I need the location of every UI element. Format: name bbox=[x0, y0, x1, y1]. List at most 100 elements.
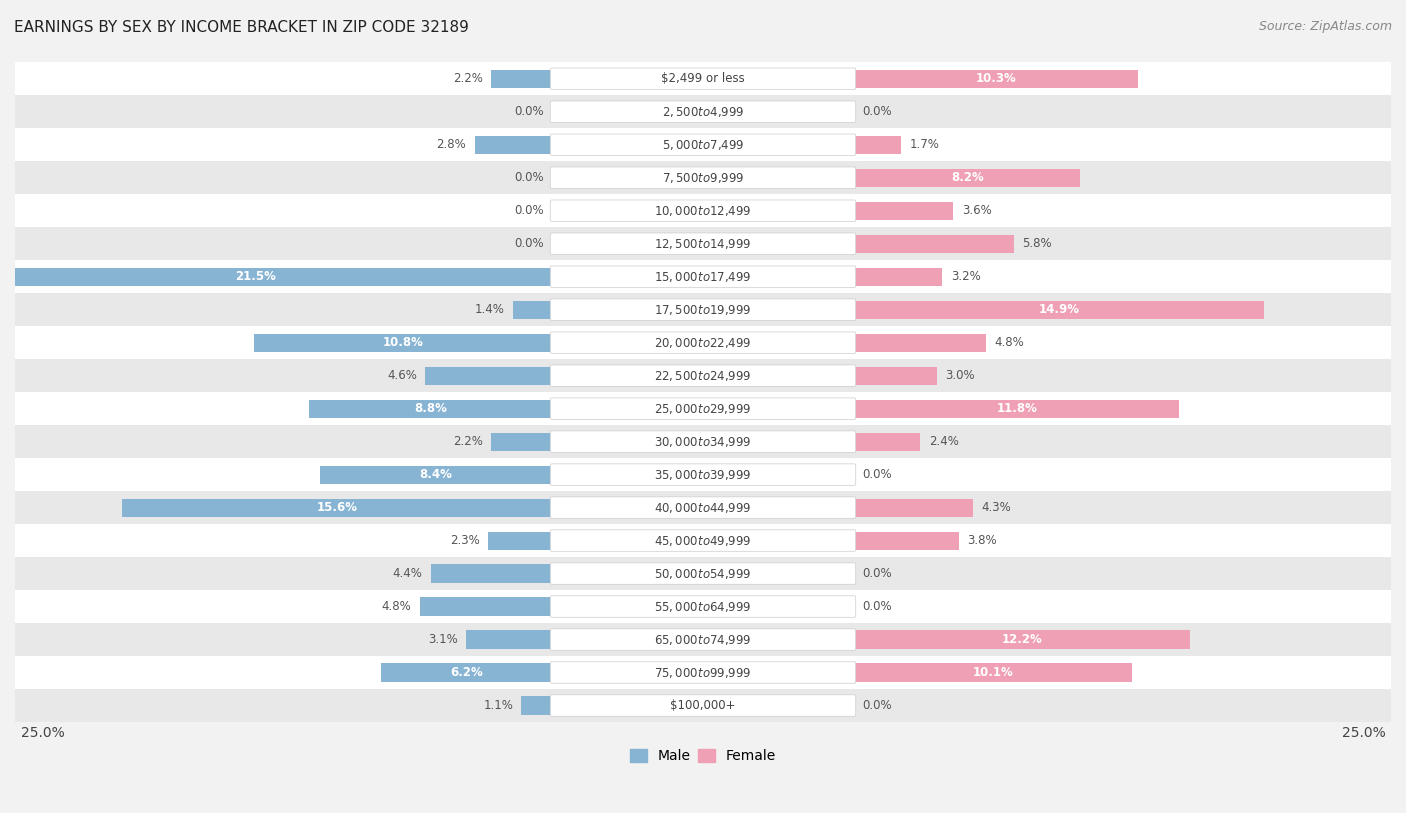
Bar bbox=[855, 433, 921, 450]
Bar bbox=[15, 656, 1391, 689]
Text: $22,500 to $24,999: $22,500 to $24,999 bbox=[654, 368, 752, 383]
Text: 21.5%: 21.5% bbox=[235, 270, 276, 283]
Text: $10,000 to $12,499: $10,000 to $12,499 bbox=[654, 204, 752, 218]
Bar bbox=[122, 498, 551, 516]
Bar bbox=[15, 491, 1391, 524]
Text: 4.8%: 4.8% bbox=[381, 600, 412, 613]
Bar bbox=[855, 498, 973, 516]
Text: 0.0%: 0.0% bbox=[513, 237, 543, 250]
FancyBboxPatch shape bbox=[550, 167, 856, 189]
Text: 6.2%: 6.2% bbox=[450, 666, 482, 679]
Text: $12,500 to $14,999: $12,500 to $14,999 bbox=[654, 237, 752, 250]
Text: $75,000 to $99,999: $75,000 to $99,999 bbox=[654, 666, 752, 680]
Text: EARNINGS BY SEX BY INCOME BRACKET IN ZIP CODE 32189: EARNINGS BY SEX BY INCOME BRACKET IN ZIP… bbox=[14, 20, 470, 35]
Bar bbox=[15, 689, 1391, 722]
Text: 14.9%: 14.9% bbox=[1039, 303, 1080, 316]
Text: 0.0%: 0.0% bbox=[513, 172, 543, 185]
Text: 4.4%: 4.4% bbox=[392, 567, 422, 580]
Bar bbox=[488, 532, 551, 550]
Text: $2,499 or less: $2,499 or less bbox=[661, 72, 745, 85]
Bar bbox=[254, 333, 551, 352]
Text: 0.0%: 0.0% bbox=[863, 105, 893, 118]
Bar bbox=[15, 524, 1391, 557]
Bar bbox=[855, 136, 901, 154]
FancyBboxPatch shape bbox=[550, 530, 856, 551]
FancyBboxPatch shape bbox=[550, 233, 856, 254]
Text: 8.4%: 8.4% bbox=[419, 468, 453, 481]
Text: 1.4%: 1.4% bbox=[475, 303, 505, 316]
Text: $25,000 to $29,999: $25,000 to $29,999 bbox=[654, 402, 752, 415]
FancyBboxPatch shape bbox=[550, 563, 856, 585]
Text: $45,000 to $49,999: $45,000 to $49,999 bbox=[654, 533, 752, 548]
Bar bbox=[15, 425, 1391, 458]
Bar bbox=[15, 194, 1391, 227]
Text: 3.1%: 3.1% bbox=[429, 633, 458, 646]
FancyBboxPatch shape bbox=[550, 266, 856, 287]
Text: 2.2%: 2.2% bbox=[453, 435, 482, 448]
Text: $5,000 to $7,499: $5,000 to $7,499 bbox=[662, 137, 744, 152]
Bar bbox=[513, 301, 551, 319]
Bar bbox=[15, 623, 1391, 656]
Text: 25.0%: 25.0% bbox=[21, 726, 65, 740]
Bar bbox=[15, 458, 1391, 491]
Text: $40,000 to $44,999: $40,000 to $44,999 bbox=[654, 501, 752, 515]
Legend: Male, Female: Male, Female bbox=[624, 744, 782, 769]
Text: 10.8%: 10.8% bbox=[382, 336, 423, 349]
Bar bbox=[15, 293, 1391, 326]
Bar bbox=[855, 168, 1080, 187]
Text: 0.0%: 0.0% bbox=[513, 105, 543, 118]
Text: 8.2%: 8.2% bbox=[950, 172, 984, 185]
FancyBboxPatch shape bbox=[550, 68, 856, 89]
Bar bbox=[855, 630, 1189, 649]
Text: $17,500 to $19,999: $17,500 to $19,999 bbox=[654, 302, 752, 316]
Bar bbox=[855, 333, 987, 352]
FancyBboxPatch shape bbox=[550, 695, 856, 716]
FancyBboxPatch shape bbox=[550, 431, 856, 452]
Text: $20,000 to $22,499: $20,000 to $22,499 bbox=[654, 336, 752, 350]
Text: 10.3%: 10.3% bbox=[976, 72, 1017, 85]
Text: 4.6%: 4.6% bbox=[387, 369, 416, 382]
Text: 1.1%: 1.1% bbox=[484, 699, 513, 712]
Bar bbox=[309, 399, 551, 418]
FancyBboxPatch shape bbox=[550, 464, 856, 485]
Bar bbox=[855, 267, 942, 285]
Bar bbox=[15, 161, 1391, 194]
Bar bbox=[15, 326, 1391, 359]
Bar bbox=[855, 532, 959, 550]
Bar bbox=[15, 557, 1391, 590]
Text: 2.2%: 2.2% bbox=[453, 72, 482, 85]
Text: $7,500 to $9,999: $7,500 to $9,999 bbox=[662, 171, 744, 185]
Text: 2.4%: 2.4% bbox=[929, 435, 959, 448]
Text: 3.8%: 3.8% bbox=[967, 534, 997, 547]
Bar bbox=[15, 392, 1391, 425]
Bar bbox=[381, 663, 551, 681]
Bar bbox=[855, 235, 1014, 253]
FancyBboxPatch shape bbox=[550, 398, 856, 420]
Bar bbox=[15, 128, 1391, 161]
FancyBboxPatch shape bbox=[550, 134, 856, 155]
Text: 0.0%: 0.0% bbox=[863, 600, 893, 613]
Bar bbox=[855, 367, 936, 385]
FancyBboxPatch shape bbox=[550, 596, 856, 617]
Text: $15,000 to $17,499: $15,000 to $17,499 bbox=[654, 270, 752, 284]
Text: 3.2%: 3.2% bbox=[950, 270, 980, 283]
Bar bbox=[522, 697, 551, 715]
Text: $65,000 to $74,999: $65,000 to $74,999 bbox=[654, 633, 752, 646]
Bar bbox=[491, 433, 551, 450]
Bar bbox=[15, 590, 1391, 623]
Text: $35,000 to $39,999: $35,000 to $39,999 bbox=[654, 467, 752, 481]
Text: 0.0%: 0.0% bbox=[513, 204, 543, 217]
Bar bbox=[425, 367, 551, 385]
Text: 8.8%: 8.8% bbox=[415, 402, 447, 415]
FancyBboxPatch shape bbox=[550, 332, 856, 354]
Text: 4.3%: 4.3% bbox=[981, 501, 1011, 514]
FancyBboxPatch shape bbox=[550, 628, 856, 650]
FancyBboxPatch shape bbox=[550, 497, 856, 519]
Bar bbox=[321, 466, 551, 484]
Bar bbox=[855, 399, 1180, 418]
Bar bbox=[475, 136, 551, 154]
Text: 25.0%: 25.0% bbox=[1341, 726, 1385, 740]
Bar bbox=[15, 63, 1391, 95]
Text: 0.0%: 0.0% bbox=[863, 699, 893, 712]
Text: 11.8%: 11.8% bbox=[997, 402, 1038, 415]
